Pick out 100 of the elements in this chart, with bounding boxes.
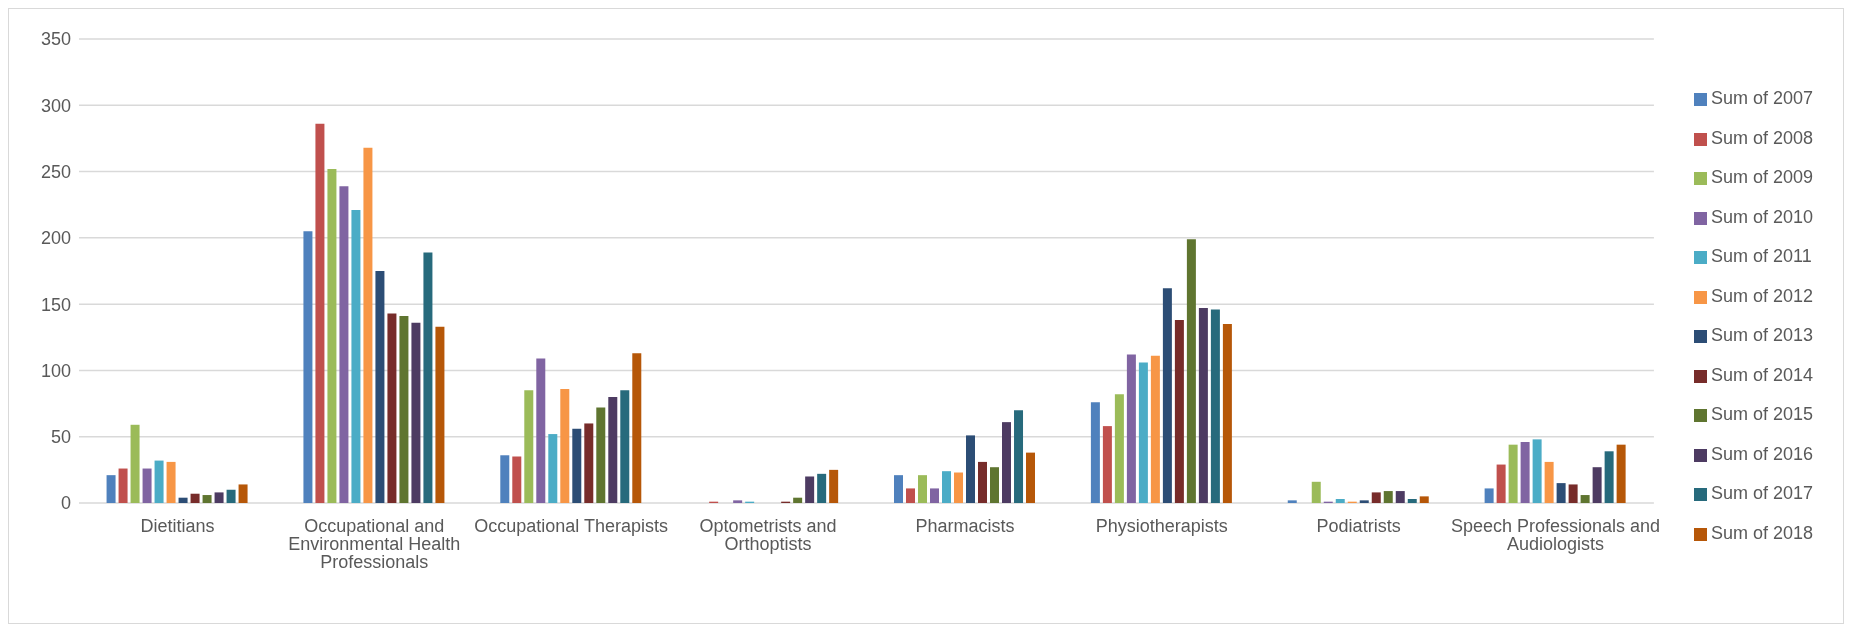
bar [1186, 239, 1196, 503]
x-tick-label: Occupational and Environmental Health Professionals [288, 515, 461, 572]
bar [154, 460, 164, 503]
bar [1162, 288, 1172, 503]
y-tick-label: 350 [40, 29, 71, 50]
bar [632, 353, 642, 503]
bar [560, 388, 570, 503]
bar [548, 434, 558, 503]
bar [1335, 499, 1345, 503]
y-tick-label: 300 [40, 95, 71, 116]
bar [118, 468, 128, 503]
bar [106, 475, 116, 503]
y-tick-label: 150 [40, 294, 71, 315]
bar [1604, 451, 1614, 503]
bar [1496, 464, 1506, 503]
bar [166, 461, 176, 503]
x-tick-label: Occupational Therapists [474, 515, 669, 536]
bar [1174, 320, 1184, 503]
bar [1556, 483, 1566, 503]
bar [536, 358, 546, 503]
bar [1210, 309, 1220, 503]
bar [596, 407, 606, 503]
bar [351, 210, 361, 503]
bar [1138, 362, 1148, 503]
bar [1287, 500, 1297, 503]
bar [1383, 491, 1393, 503]
x-tick-label: Podiatrists [1316, 515, 1401, 536]
legend-label: Sum of 2014 [1710, 364, 1813, 385]
bar [238, 484, 248, 503]
bar [1580, 495, 1590, 503]
legend-label: Sum of 2016 [1710, 443, 1813, 464]
legend-label: Sum of 2015 [1710, 404, 1813, 424]
bar [375, 271, 385, 503]
bar [620, 390, 630, 503]
legend-label: Sum of 2018 [1710, 522, 1813, 543]
bar [1395, 491, 1405, 503]
legend-label: Sum of 2010 [1710, 206, 1813, 227]
bar [1090, 402, 1100, 503]
bar [1222, 324, 1232, 503]
bar [1419, 496, 1429, 503]
bar [1371, 492, 1381, 503]
bar [1532, 439, 1542, 503]
bar [918, 475, 928, 503]
bar [1198, 308, 1208, 503]
bar [435, 326, 445, 503]
legend-label: Sum of 2007 [1710, 88, 1813, 108]
x-tick-label: Pharmacists [915, 515, 1015, 536]
bar [954, 472, 964, 503]
bar [805, 476, 815, 503]
bar [339, 186, 349, 503]
bar [978, 461, 988, 503]
x-tick-label: Physiotherapists [1095, 515, 1228, 536]
bar [512, 456, 522, 503]
bar [142, 468, 152, 503]
bar [733, 500, 743, 503]
bar [930, 488, 940, 503]
bar [942, 471, 952, 503]
bar [423, 252, 433, 503]
bar [524, 390, 534, 503]
bar [572, 428, 582, 503]
bar [1359, 500, 1369, 503]
bar [130, 424, 140, 503]
bar [1616, 444, 1626, 503]
bar [303, 231, 313, 503]
x-tick-label: Speech Professionals and Audiologists [1450, 515, 1661, 554]
x-tick-label: Dietitians [140, 515, 215, 536]
bar [399, 316, 409, 503]
legend-label: Sum of 2009 [1710, 167, 1813, 187]
bar [500, 455, 510, 503]
bar [584, 423, 594, 503]
bar [1484, 488, 1494, 503]
bar [1026, 452, 1036, 503]
bar [1407, 499, 1417, 503]
bar [906, 488, 916, 503]
bar [190, 493, 200, 503]
legend-label: Sum of 2011 [1710, 246, 1812, 266]
bar [1126, 354, 1136, 503]
bar [829, 469, 839, 503]
bar [608, 396, 618, 503]
bar [1544, 461, 1554, 503]
bar [327, 168, 337, 503]
y-tick-label: 200 [40, 228, 71, 249]
bar [1520, 442, 1530, 503]
legend-label: Sum of 2013 [1710, 325, 1813, 345]
bar [990, 467, 1000, 503]
bar [178, 497, 188, 503]
bar [793, 497, 803, 503]
bar [315, 123, 325, 503]
bar [1114, 394, 1124, 503]
bar [1311, 481, 1321, 503]
bar [1568, 484, 1578, 503]
bar [1508, 444, 1518, 503]
bar [226, 489, 236, 503]
y-tick-label: 0 [60, 493, 71, 514]
bar [387, 313, 397, 503]
legend-label: Sum of 2017 [1710, 483, 1813, 503]
legend-label: Sum of 2008 [1710, 127, 1813, 148]
bar [1592, 467, 1602, 503]
bar [363, 147, 373, 503]
x-tick-label: Optometrists and Orthoptists [699, 515, 837, 554]
